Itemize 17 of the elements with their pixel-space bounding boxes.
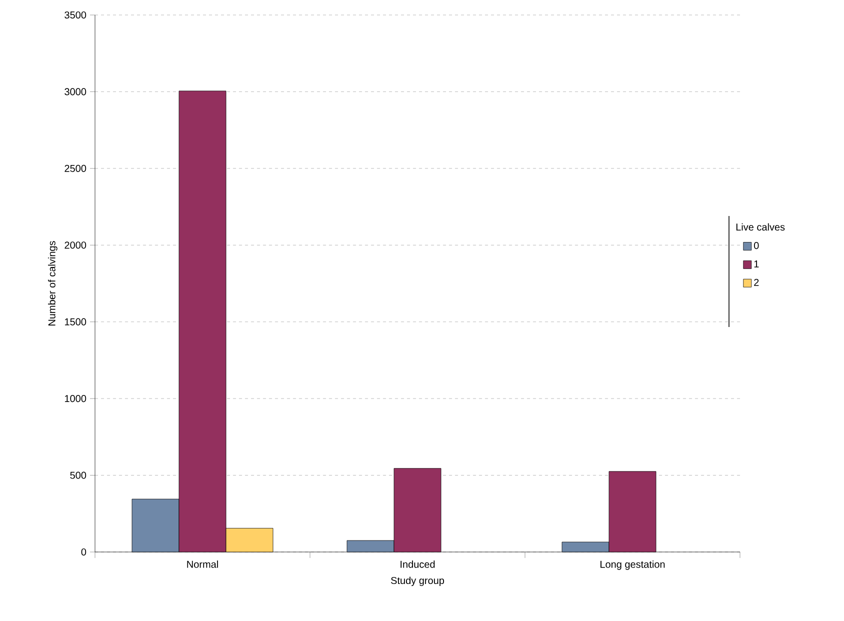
y-axis-title: Number of calvings — [48, 241, 58, 326]
legend-title: Live calves — [736, 223, 785, 231]
x-axis-title: Study group — [390, 576, 444, 586]
y-tick-label: 1000 — [64, 395, 86, 402]
y-tick-label: 1500 — [64, 318, 86, 326]
y-tick-label: 2500 — [64, 164, 86, 172]
legend-label: 0 — [754, 242, 759, 250]
legend-label: 2 — [754, 278, 759, 286]
y-tick-label: 0 — [81, 548, 86, 556]
x-tick-label: Induced — [400, 560, 435, 568]
x-tick-label: Long gestation — [600, 560, 665, 570]
y-tick-label: 2000 — [64, 242, 86, 249]
x-tick-label: Normal — [187, 560, 218, 568]
y-tick-label: 3000 — [64, 88, 86, 96]
y-tick-label: 3500 — [64, 11, 86, 19]
y-tick-label: 500 — [70, 472, 86, 479]
legend-label: 1 — [754, 260, 759, 268]
